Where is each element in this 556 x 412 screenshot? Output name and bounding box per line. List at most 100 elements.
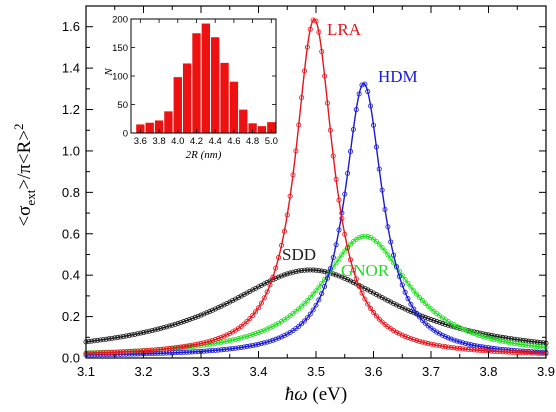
data-point-sdd [143,329,149,335]
data-point-hdm [195,349,201,355]
data-point-lra [301,68,307,74]
inset-y-tick-label: 150 [112,43,128,54]
data-point-hdm [353,107,359,113]
data-point-hdm [235,345,241,351]
data-point-sdd [89,338,95,344]
data-point-sdd [491,333,497,339]
data-point-lra [215,335,221,341]
data-point-gnor [247,332,253,338]
data-point-lra [405,335,411,341]
data-point-lra [253,309,259,315]
data-point-lra [511,349,517,355]
data-point-hdm [393,264,399,270]
data-point-sdd [402,306,408,312]
x-tick-label: 3.6 [364,364,382,379]
data-point-sdd [313,267,319,273]
data-point-gnor [537,344,543,350]
data-point-lra [109,349,115,355]
data-point-lra [408,336,414,342]
data-point-lra [425,341,431,347]
data-point-gnor [238,335,244,341]
data-point-sdd [428,317,434,323]
data-point-lra [376,316,382,322]
data-point-hdm [250,342,256,348]
data-point-lra [227,330,233,336]
data-point-lra [123,349,129,355]
main-axes: 3.1 3.2 3.3 3.4 3.5 3.6 3.7 3.8 3.9 0.0 0.2 0.4 0.6 0… [11,5,555,405]
y-tick-label: 0.2 [62,309,80,324]
data-point-hdm [419,317,425,323]
inset-y-tick-label: 200 [112,15,128,26]
data-point-lra [97,350,103,356]
data-point-gnor [465,328,471,334]
data-point-hdm [405,296,411,302]
data-point-gnor [497,338,503,344]
data-point-sdd [304,267,310,273]
data-point-sdd [368,288,374,294]
data-point-lra [342,231,348,237]
data-point-lra [132,348,138,354]
data-point-hdm [399,282,405,288]
data-point-lra [356,283,362,289]
data-point-hdm [342,191,348,197]
data-point-sdd [273,275,279,281]
data-point-sdd [161,325,167,331]
data-point-lra [529,350,535,356]
data-point-lra [414,338,420,344]
data-point-gnor [253,331,259,337]
data-point-sdd [118,334,124,340]
data-point-sdd [425,315,431,321]
data-point-sdd [230,298,236,304]
data-point-gnor [517,341,523,347]
inset-y-tick-label: 0 [123,129,128,140]
data-point-gnor [373,238,379,244]
data-point-gnor [359,234,365,240]
data-point-hdm [460,340,466,346]
inset-x-tick-label: 4.4 [209,136,222,147]
data-point-hdm [264,339,270,345]
data-point-gnor [313,288,319,294]
data-point-hdm [255,341,261,347]
data-point-lra [143,348,149,354]
data-point-sdd [385,298,391,304]
data-point-lra [368,306,374,312]
data-point-lra [244,318,250,324]
data-point-hdm [408,301,414,307]
data-point-lra [192,342,198,348]
data-point-gnor [382,248,388,254]
data-point-lra [396,331,402,337]
data-point-hdm [373,144,379,150]
data-point-sdd [258,282,264,288]
data-point-sdd [391,300,397,306]
data-point-sdd [330,271,336,277]
data-point-lra [454,345,460,351]
data-point-sdd [149,328,155,334]
data-point-gnor [534,344,540,350]
data-point-lra [175,344,181,350]
data-point-gnor [428,306,434,312]
data-point-hdm [324,275,330,281]
data-point-hdm [273,336,279,342]
y-axis-title-part: <σ [14,206,35,227]
data-point-sdd [299,268,305,274]
data-point-sdd [339,274,345,280]
x-tick-label: 3.8 [479,364,497,379]
data-point-sdd [155,326,161,332]
data-point-lra [161,346,167,352]
data-point-lra [520,350,526,356]
data-point-sdd [152,327,158,333]
data-point-gnor [526,342,532,348]
data-point-lra [126,349,132,355]
series-label-sdd: SDD [282,245,316,264]
data-point-hdm [388,239,394,245]
inset-x-tick-label: 3.8 [152,136,165,147]
series-hdm [83,81,549,358]
data-point-lra [494,348,500,354]
data-point-gnor [416,294,422,300]
data-point-hdm [227,346,233,352]
data-point-gnor [255,330,261,336]
data-point-gnor [316,284,322,290]
inset-x-tick-label: 4.6 [227,136,240,147]
y-tick-label: 0.4 [62,268,80,283]
data-point-gnor [241,334,247,340]
